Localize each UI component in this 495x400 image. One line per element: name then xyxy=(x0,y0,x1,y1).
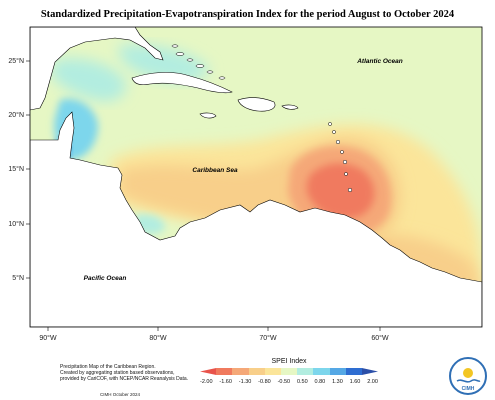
legend-tick-label: -1.30 xyxy=(238,379,252,385)
map-title: Standardized Precipitation-Evapotranspir… xyxy=(40,9,455,20)
legend-tick-label: -2.00 xyxy=(200,379,213,385)
legend-swatch xyxy=(248,368,265,375)
legend-tick-label: 0.50 xyxy=(296,379,308,385)
legend-swatch xyxy=(232,368,249,375)
label-atlantic-ocean: Atlantic Ocean xyxy=(356,58,403,65)
legend-tick-label: -0.50 xyxy=(277,379,291,385)
label-pacific-ocean: Pacific Ocean xyxy=(84,275,127,282)
longitude-axis: 90°W 80°W 70°W 60°W xyxy=(39,327,389,342)
legend-title: SPEI Index xyxy=(271,358,307,365)
puerto-rico xyxy=(281,104,299,110)
lat-label-25n: 25°N xyxy=(8,57,24,65)
hispaniola xyxy=(237,97,276,112)
legend-tick-label: -0.80 xyxy=(258,379,271,385)
latitude-axis: 25°N 20°N 15°N 10°N 5°N xyxy=(8,57,30,282)
legend-swatch xyxy=(297,368,314,375)
legend-colorbar xyxy=(200,368,379,375)
logo-text: CIMH xyxy=(462,386,475,392)
legend-swatch xyxy=(329,368,346,375)
legend-swatch xyxy=(264,368,281,375)
legend-tick-label: -1.60 xyxy=(219,379,232,385)
legend-tick-label: 1.30 xyxy=(332,379,343,385)
lat-label-5n: 5°N xyxy=(12,274,24,282)
legend-tick-label: 0.80 xyxy=(314,379,326,385)
legend-swatch xyxy=(313,368,330,375)
legend-swatch xyxy=(280,368,298,375)
footer-line-2: Created by aggregating station based obs… xyxy=(60,370,175,376)
footer-line-1: Precipitation Map of the Caribbean Regio… xyxy=(60,364,156,370)
legend-swatch xyxy=(200,368,217,375)
legend-swatch xyxy=(345,368,362,375)
jamaica xyxy=(199,112,217,119)
lat-label-15n: 15°N xyxy=(8,165,24,173)
lon-label-60w: 60°W xyxy=(371,334,389,342)
copyright-text: CIMH October 2024 xyxy=(100,392,141,397)
lat-label-10n: 10°N xyxy=(8,220,24,228)
legend-tick-label: 2.00 xyxy=(367,379,378,385)
lat-label-20n: 20°N xyxy=(8,111,24,119)
footer-line-3: provided by CariCOF, with NCEP/NCAR Rean… xyxy=(60,376,189,382)
bahamas xyxy=(171,44,226,80)
footer-description: Precipitation Map of the Caribbean Regio… xyxy=(60,364,230,382)
lesser-antilles xyxy=(328,122,353,193)
lon-label-80w: 80°W xyxy=(149,334,167,342)
legend-tick-label: 1.60 xyxy=(349,379,361,385)
cimh-logo: CIMH xyxy=(449,357,487,395)
label-caribbean-sea: Caribbean Sea xyxy=(192,167,238,174)
lon-label-70w: 70°W xyxy=(259,334,277,342)
legend-swatch xyxy=(361,368,379,375)
legend-ticks: -2.00 -1.60 -1.30 -0.80 -0.50 0.50 0.80 1.30 1.6… xyxy=(200,379,378,385)
mainland-coast xyxy=(30,111,482,327)
spei-field xyxy=(30,27,482,327)
legend-swatch xyxy=(216,368,233,375)
cuba xyxy=(131,72,233,94)
lon-label-90w: 90°W xyxy=(39,334,57,342)
